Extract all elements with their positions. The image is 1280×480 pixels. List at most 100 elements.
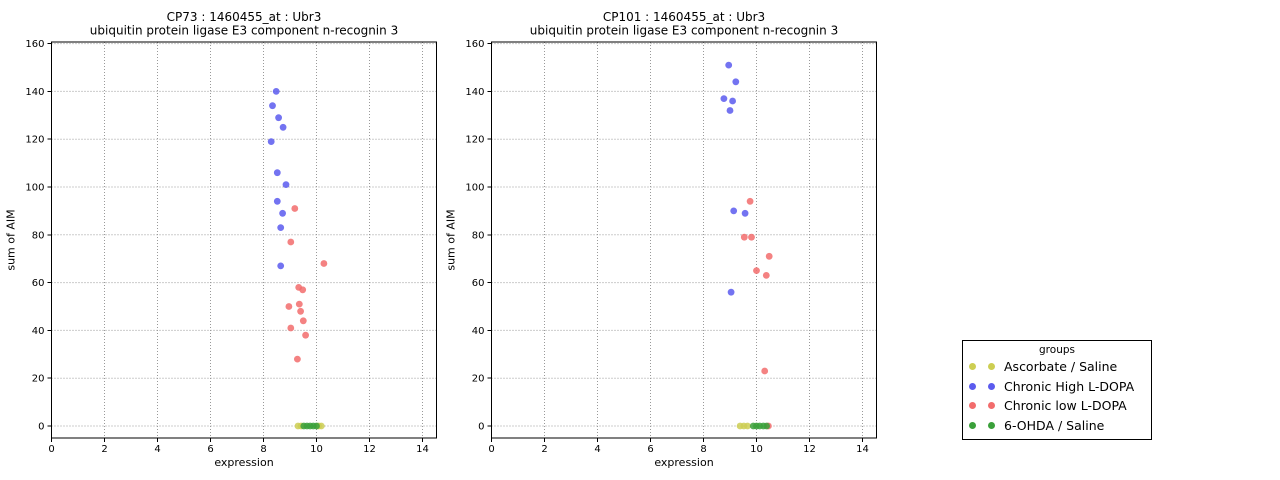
- y-tick-label: 20: [472, 374, 485, 385]
- data-point: [291, 205, 299, 212]
- data-point: [277, 224, 285, 232]
- data-point: [297, 307, 304, 315]
- y-tick-label: 40: [32, 326, 45, 337]
- data-point: [740, 233, 748, 241]
- data-point: [726, 107, 734, 114]
- x-tick-label: 2: [101, 444, 107, 455]
- data-point: [282, 181, 290, 189]
- legend-marker-icon: [969, 382, 976, 390]
- data-point: [302, 331, 309, 339]
- data-point: [279, 209, 286, 217]
- x-tick-label: 14: [416, 444, 429, 455]
- legend-title: groups: [1039, 344, 1075, 356]
- y-tick-label: 160: [25, 39, 44, 50]
- y-tick-label: 140: [25, 87, 44, 98]
- x-tick-label: 6: [647, 444, 653, 455]
- data-point: [732, 78, 740, 86]
- y-tick-label: 120: [25, 135, 44, 146]
- data-point: [748, 233, 755, 241]
- legend-item: Ascorbate / Saline: [963, 357, 1151, 377]
- legend-item: Chronic low L-DOPA: [963, 396, 1151, 416]
- data-point: [746, 197, 754, 205]
- data-point: [761, 367, 769, 375]
- data-point: [730, 207, 738, 215]
- data-point: [741, 209, 749, 217]
- y-tick-label: 160: [465, 39, 484, 50]
- legend-marker-icon: [969, 421, 976, 429]
- data-point: [287, 238, 295, 246]
- legend-item-label: 6-OHDA / Saline: [1004, 417, 1105, 433]
- series-2: [285, 205, 328, 363]
- plot-area: [491, 42, 877, 438]
- x-tick-label: 8: [700, 444, 706, 455]
- x-tick-label: 0: [488, 444, 494, 455]
- data-point: [279, 123, 287, 131]
- x-axis-label: expression: [214, 456, 273, 469]
- y-tick-label: 60: [472, 278, 485, 289]
- data-point: [269, 102, 276, 110]
- data-point: [272, 88, 280, 95]
- legend-rows: Ascorbate / Saline Chronic High L-DOPA Chr…: [963, 357, 1151, 435]
- y-tick-label: 120: [465, 135, 484, 146]
- y-tick-label: 0: [478, 422, 484, 433]
- legend-marker-icon: [988, 402, 995, 410]
- y-tick-label: 100: [25, 183, 44, 194]
- data-point: [320, 260, 328, 267]
- series-3: [300, 422, 320, 430]
- axes-box: [491, 41, 877, 439]
- data-point: [762, 272, 770, 279]
- plot-title: CP73 : 1460455_at : Ubr3: [167, 10, 322, 24]
- legend-box: groups Ascorbate / Saline Chronic High L-…: [962, 340, 1152, 440]
- series-0: [736, 422, 751, 430]
- data-point: [287, 324, 295, 332]
- y-tick-label: 100: [465, 183, 484, 194]
- x-tick-label: 0: [48, 444, 54, 455]
- x-tick-label: 12: [363, 444, 376, 455]
- data-point: [294, 355, 301, 363]
- x-tick-label: 14: [856, 444, 869, 455]
- legend-marker-icon: [969, 363, 976, 371]
- legend-marker-icon: [988, 363, 995, 371]
- data-point: [275, 114, 282, 122]
- data-point: [295, 300, 303, 308]
- plot-subtitle: ubiquitin protein ligase E3 component n-…: [90, 24, 398, 38]
- plot-subtitle: ubiquitin protein ligase E3 component n-…: [530, 24, 838, 38]
- data-point: [727, 288, 735, 296]
- data-point: [285, 303, 293, 310]
- y-axis-label: sum of AIM: [5, 209, 18, 270]
- series-1: [267, 88, 290, 270]
- x-tick-label: 10: [750, 444, 763, 455]
- legend-marker-icon: [988, 421, 995, 429]
- y-tick-label: 60: [32, 278, 45, 289]
- data-point: [317, 422, 325, 430]
- legend-marker-icon: [969, 402, 976, 410]
- data-point: [725, 61, 733, 69]
- legend-marker-icon: [988, 382, 995, 390]
- data-point: [753, 267, 760, 274]
- legend-item: 6-OHDA / Saline: [963, 416, 1151, 436]
- x-axis-label: expression: [654, 456, 713, 469]
- data-point: [277, 262, 285, 270]
- y-tick-label: 0: [38, 422, 44, 433]
- data-point: [744, 422, 751, 430]
- x-tick-label: 2: [541, 444, 547, 455]
- data-point: [765, 252, 773, 260]
- y-tick-label: 80: [472, 230, 485, 241]
- axes-box: [51, 41, 437, 439]
- y-tick-label: 20: [32, 374, 45, 385]
- legend-item-label: Chronic High L-DOPA: [1004, 378, 1135, 394]
- data-point: [299, 317, 307, 325]
- legend-item: Chronic High L-DOPA: [963, 377, 1151, 397]
- data-point: [313, 422, 320, 430]
- x-tick-label: 8: [260, 444, 266, 455]
- data-point: [720, 95, 728, 102]
- plot-title: CP101 : 1460455_at : Ubr3: [603, 10, 765, 24]
- y-tick-label: 140: [465, 87, 484, 98]
- legend-item-label: Ascorbate / Saline: [1004, 359, 1118, 375]
- data-point: [273, 197, 281, 205]
- x-tick-label: 10: [310, 444, 323, 455]
